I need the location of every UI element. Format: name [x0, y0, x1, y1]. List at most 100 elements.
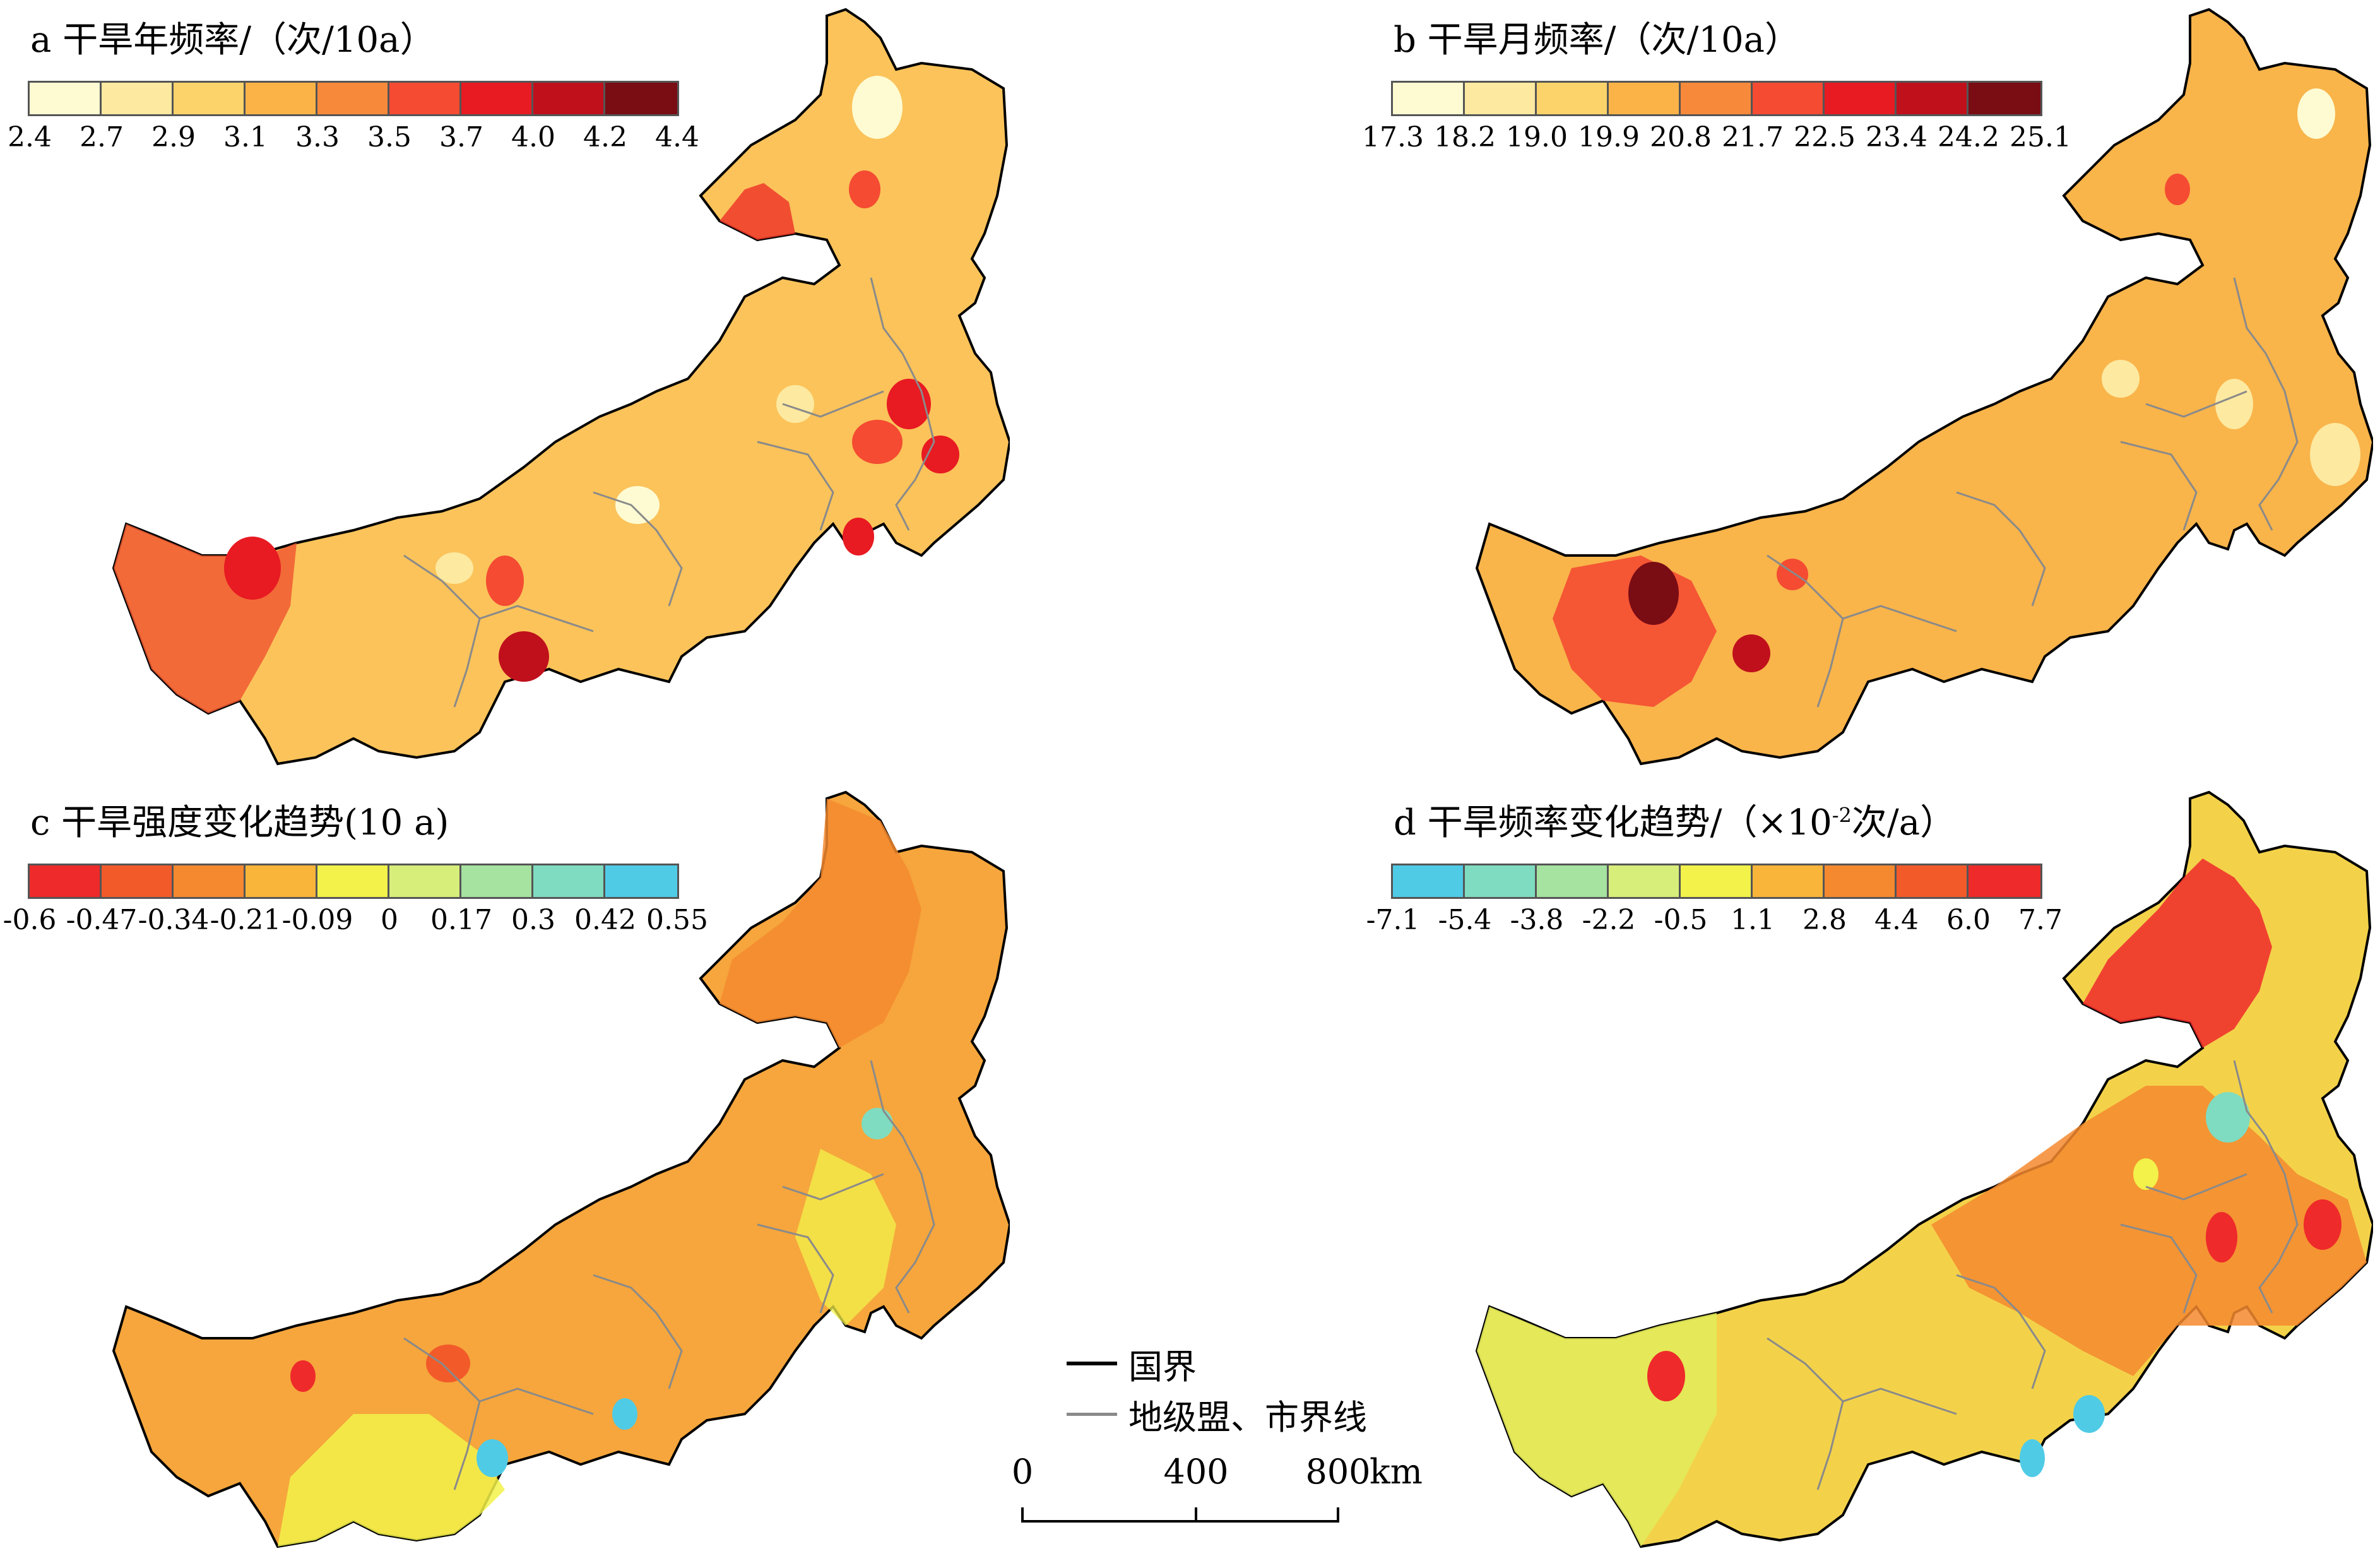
legend-label: 20.8 [1650, 121, 1712, 153]
legend-label: 2.4 [8, 121, 52, 153]
hotspot [2206, 1212, 2237, 1262]
legend-label: -0.09 [281, 904, 353, 936]
region-patch-south [278, 1414, 505, 1547]
coolspot [2020, 1439, 2045, 1477]
legend-label: 0.42 [574, 904, 636, 936]
legend-label: -2.2 [1582, 904, 1636, 936]
legend-swatch [1753, 865, 1825, 897]
legend-swatch [317, 865, 389, 897]
coolspot [612, 1398, 637, 1430]
hotspot [224, 537, 281, 600]
legend-swatch [461, 865, 533, 897]
legend-swatch [1825, 865, 1897, 897]
coolspot [776, 385, 814, 423]
legend-swatch [1969, 83, 2040, 114]
legend-label: 21.7 [1722, 121, 1784, 153]
national-border-label: 国界 [1128, 1346, 1197, 1387]
scale-label-400: 400 [1163, 1452, 1229, 1492]
legend-swatch [102, 83, 174, 114]
legend-label: 19.9 [1578, 121, 1640, 153]
hotspot [486, 555, 524, 606]
legend-label: 22.5 [1794, 121, 1856, 153]
coolspot [2297, 88, 2335, 139]
legend-swatch [1897, 865, 1969, 897]
legend-label: 0.3 [511, 904, 555, 936]
legend-label: 4.4 [655, 121, 699, 153]
region-outline [112, 8, 1010, 766]
legend-label: 0.55 [646, 904, 708, 936]
league-boundary [1767, 1060, 2299, 1490]
legend-label: -0.34 [138, 904, 210, 936]
panel-title: c 干旱强度变化趋势(10 a) [30, 802, 449, 843]
scale-bar: 0 400 800 km [1010, 1452, 1423, 1547]
legend-label: 4.2 [583, 121, 627, 153]
hotspot [2304, 1199, 2342, 1250]
legend-swatch [1897, 83, 1969, 114]
legend-swatch [533, 865, 605, 897]
league-border-label: 地级盟、市界线 [1128, 1397, 1367, 1437]
legend-label: 7.7 [2018, 904, 2063, 936]
legend-swatch [1681, 83, 1753, 114]
hotspot [1647, 1351, 1685, 1401]
panel-title: b 干旱月频率/（次/10a） [1394, 20, 1801, 61]
legend-label: -0.21 [210, 904, 281, 936]
hotspot [887, 379, 931, 429]
legend-swatch [1537, 865, 1609, 897]
color-legend [28, 864, 679, 899]
legend-label: 0.17 [430, 904, 492, 936]
coolspot [2310, 423, 2360, 486]
legend-swatch [1537, 83, 1609, 114]
coolspot [852, 76, 903, 139]
legend-label: -0.47 [66, 904, 138, 936]
coolspot [2215, 379, 2253, 429]
hotspot [1777, 559, 1808, 590]
scale-label-800: 800 [1305, 1452, 1371, 1492]
league-boundary [403, 277, 935, 708]
legend-label: 2.8 [1803, 904, 1847, 936]
legend-swatch [1969, 865, 2040, 897]
legend-label: -0.5 [1654, 904, 1708, 936]
legend-label: 23.4 [1866, 121, 1927, 153]
region-patch-northeast [719, 799, 921, 1048]
legend-swatch [533, 83, 605, 114]
legend-row-league-border: 地级盟、市界线 [1067, 1389, 1367, 1439]
map-a [112, 8, 1010, 766]
hotspot [849, 170, 880, 208]
league-boundary [403, 1060, 935, 1490]
legend-label: -7.1 [1366, 904, 1420, 936]
legend-swatch [1393, 83, 1465, 114]
legend-label: -5.4 [1438, 904, 1492, 936]
legend-swatch [1609, 83, 1681, 114]
legend-label: -3.8 [1510, 904, 1564, 936]
color-legend [1391, 864, 2042, 899]
scale-label-0: 0 [1011, 1452, 1034, 1492]
coolspot [477, 1439, 508, 1477]
coolspot [861, 1108, 893, 1139]
color-legend [28, 81, 679, 116]
map-d [1475, 790, 2373, 1548]
legend-swatch [389, 865, 461, 897]
hotspot [499, 631, 549, 682]
legend-swatch [1681, 865, 1753, 897]
map-c [112, 790, 1010, 1548]
legend-label: 2.7 [80, 121, 124, 153]
league-border-line-icon [1067, 1412, 1117, 1416]
region-patch-northeast [719, 183, 795, 240]
coolspot [2133, 1158, 2158, 1190]
legend-swatch [246, 865, 317, 897]
region-patch-northeast [2083, 858, 2272, 1048]
legend-label: 24.2 [1938, 121, 1999, 153]
hotspot [921, 436, 959, 473]
coolspot [2206, 1092, 2250, 1143]
legend-swatch [605, 865, 677, 897]
panel-title-main: d 干旱频率变化趋势/（×10 [1394, 802, 1832, 843]
coolspot [2073, 1395, 2105, 1433]
coolspot [435, 552, 473, 584]
scale-unit: km [1370, 1452, 1423, 1492]
panel-title-tail: 次/a） [1851, 802, 1956, 843]
legend-swatch [389, 83, 461, 114]
legend-label: 1.1 [1731, 904, 1775, 936]
legend-swatch [174, 83, 246, 114]
legend-swatch [461, 83, 533, 114]
legend-swatch [30, 83, 102, 114]
